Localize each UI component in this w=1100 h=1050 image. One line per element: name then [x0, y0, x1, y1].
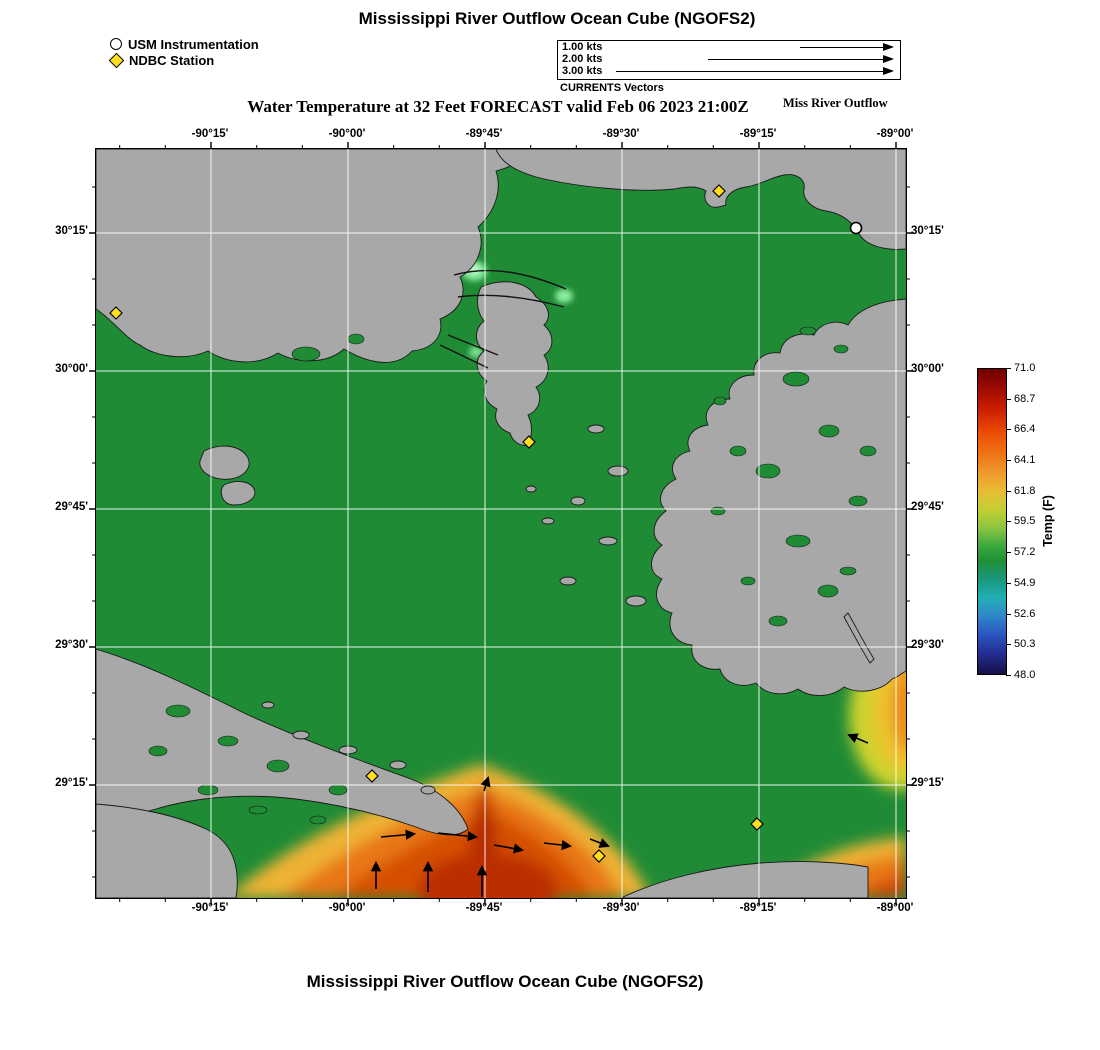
- stations: [109, 184, 863, 863]
- ndbc-station-marker: [109, 306, 123, 320]
- lon-label-top: -89°00': [876, 128, 914, 140]
- lat-label-right: 29°45': [911, 501, 944, 513]
- colorbar-tick-label: 54.9: [1005, 577, 1036, 589]
- ndbc-station-marker: [592, 849, 606, 863]
- river-channels: [439, 269, 567, 369]
- page-title: Mississippi River Outflow Ocean Cube (NG…: [358, 9, 756, 28]
- land-northwest-blob: [96, 149, 527, 363]
- currents-scale-3kt: 3.00 kts: [562, 65, 603, 77]
- ndbc-station-marker: [750, 817, 764, 831]
- island-west-1: [199, 445, 250, 480]
- lon-label-top: -89°30': [602, 128, 640, 140]
- graticule: [96, 149, 906, 898]
- land-masses: [96, 149, 906, 898]
- vector-arrow-2kt: [708, 55, 894, 63]
- ndbc-legend-label: NDBC Station: [129, 52, 215, 68]
- legend-row-usm: USM Instrumentation: [110, 36, 259, 52]
- lon-label-bottom: -90°00': [328, 902, 366, 914]
- usm-instrument-marker: [849, 221, 863, 235]
- colorbar-tick-label: 66.4: [1005, 423, 1036, 435]
- lon-label-top: -90°00': [328, 128, 366, 140]
- lat-label-left: 30°00': [55, 363, 88, 375]
- currents-scale-1kt: 1.00 kts: [562, 41, 603, 53]
- land-east-marsh: [651, 298, 906, 696]
- currents-scale-2kt: 2.00 kts: [562, 53, 603, 65]
- arrowhead-icon: [883, 55, 894, 63]
- arrowhead-icon: [883, 43, 894, 51]
- colorbar-tick-label: 50.3: [1005, 638, 1036, 650]
- arrowhead-icon: [883, 67, 894, 75]
- usm-legend-label: USM Instrumentation: [128, 36, 259, 52]
- lon-label-bottom: -89°30': [602, 902, 640, 914]
- symbol-legend: USM Instrumentation NDBC Station: [108, 36, 259, 68]
- ndbc-station-marker: [522, 435, 536, 449]
- ndbc-station-marker: [365, 769, 379, 783]
- lat-label-left: 29°30': [55, 639, 88, 651]
- colorbar-tick-label: 57.2: [1005, 546, 1036, 558]
- page-footer-title: Mississippi River Outflow Ocean Cube (NG…: [306, 972, 704, 991]
- temperature-colorbar: [977, 368, 1007, 675]
- lon-label-top: -90°15': [191, 128, 229, 140]
- lon-label-bottom: -89°15': [739, 902, 777, 914]
- usm-circle-icon: [110, 38, 122, 50]
- lat-label-left: 29°45': [55, 501, 88, 513]
- current-vector-arrows: [370, 733, 869, 897]
- land-southwest-corner: [96, 803, 238, 898]
- ndbc-station-marker: [712, 184, 726, 198]
- vector-arrow-3kt: [616, 67, 894, 75]
- lon-label-top: -89°45': [465, 128, 503, 140]
- colorbar-tick-label: 59.5: [1005, 515, 1036, 527]
- forecast-subtitle: Water Temperature at 32 Feet FORECAST va…: [247, 97, 749, 116]
- legend-row-ndbc: NDBC Station: [108, 52, 259, 68]
- lon-label-bottom: -89°00': [876, 902, 914, 914]
- colorbar-tick-label: 52.6: [1005, 608, 1036, 620]
- vector-arrow-1kt: [800, 43, 894, 51]
- lat-label-left: 29°15': [55, 777, 88, 789]
- lat-label-right: 30°00': [911, 363, 944, 375]
- lon-label-bottom: -89°45': [465, 902, 503, 914]
- lon-label-top: -89°15': [739, 128, 777, 140]
- land-south-barrier-strip: [620, 861, 869, 898]
- colorbar-tick-label: 64.1: [1005, 454, 1036, 466]
- ndbc-diamond-icon: [108, 52, 125, 68]
- map-frame: [89, 142, 913, 905]
- map-canvas: [89, 142, 913, 905]
- currents-scale-box: 1.00 kts 2.00 kts 3.00 kts: [557, 40, 901, 80]
- region-corner-label: Miss River Outflow: [783, 96, 888, 110]
- lat-label-left: 30°15': [55, 225, 88, 237]
- colorbar-tick-label: 48.0: [1005, 669, 1036, 681]
- currents-caption: CURRENTS Vectors: [560, 82, 664, 94]
- lat-label-right: 30°15': [911, 225, 944, 237]
- marsh-ponds: [148, 326, 877, 825]
- colorbar-tick-label: 68.7: [1005, 393, 1036, 405]
- lat-label-right: 29°15': [911, 777, 944, 789]
- colorbar-axis-label: Temp (F): [1041, 495, 1055, 547]
- lat-label-right: 29°30': [911, 639, 944, 651]
- island-west-2: [220, 481, 256, 506]
- colorbar-tick-label: 71.0: [1005, 362, 1036, 374]
- axis-ticks: [89, 142, 913, 905]
- colorbar-tick-label: 61.8: [1005, 485, 1036, 497]
- barrier-island-east: [843, 612, 875, 664]
- lon-label-bottom: -90°15': [191, 902, 229, 914]
- land-north-shore: [495, 149, 906, 250]
